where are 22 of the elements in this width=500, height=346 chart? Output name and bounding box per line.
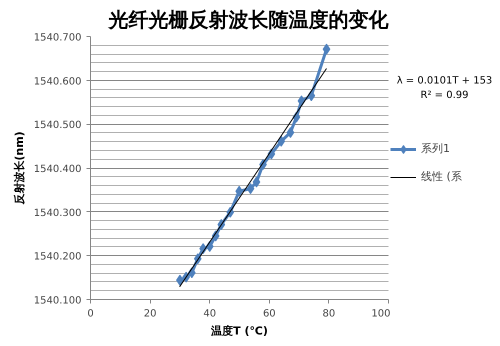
y-tick-label: 1540.200 — [34, 252, 82, 263]
point — [277, 136, 286, 147]
y-tick-label: 1540.300 — [34, 208, 82, 219]
chart-title: 光纤光栅反射波长随温度的变化 — [108, 8, 390, 32]
y-axis-title: 反射波长(nm) — [12, 131, 26, 206]
legend-label: 线性 (系 — [421, 169, 462, 184]
y-tick-label: 1540.400 — [34, 164, 82, 175]
text: R² = 0.99 — [420, 90, 468, 102]
x-tick-label: 20 — [144, 308, 156, 320]
x-tick-label: 40 — [203, 308, 216, 320]
x-tick-label: 80 — [322, 308, 336, 320]
x-tick-label: 100 — [371, 308, 391, 320]
x-tick-label: 0 — [87, 308, 94, 320]
point — [235, 186, 244, 197]
y-tick-label: 1540.500 — [34, 120, 82, 132]
x-axis-title: 温度T (℃) — [210, 324, 268, 338]
y-tick-label: 1540.100 — [34, 296, 82, 306]
y-tick-label: 1540.700 — [34, 32, 82, 44]
text: λ = 0.0101T + 153 — [396, 76, 492, 87]
x-tick-label: 60 — [262, 308, 276, 320]
y-tick-label: 1540.600 — [34, 76, 82, 88]
legend-label: 系列1 — [421, 141, 450, 156]
